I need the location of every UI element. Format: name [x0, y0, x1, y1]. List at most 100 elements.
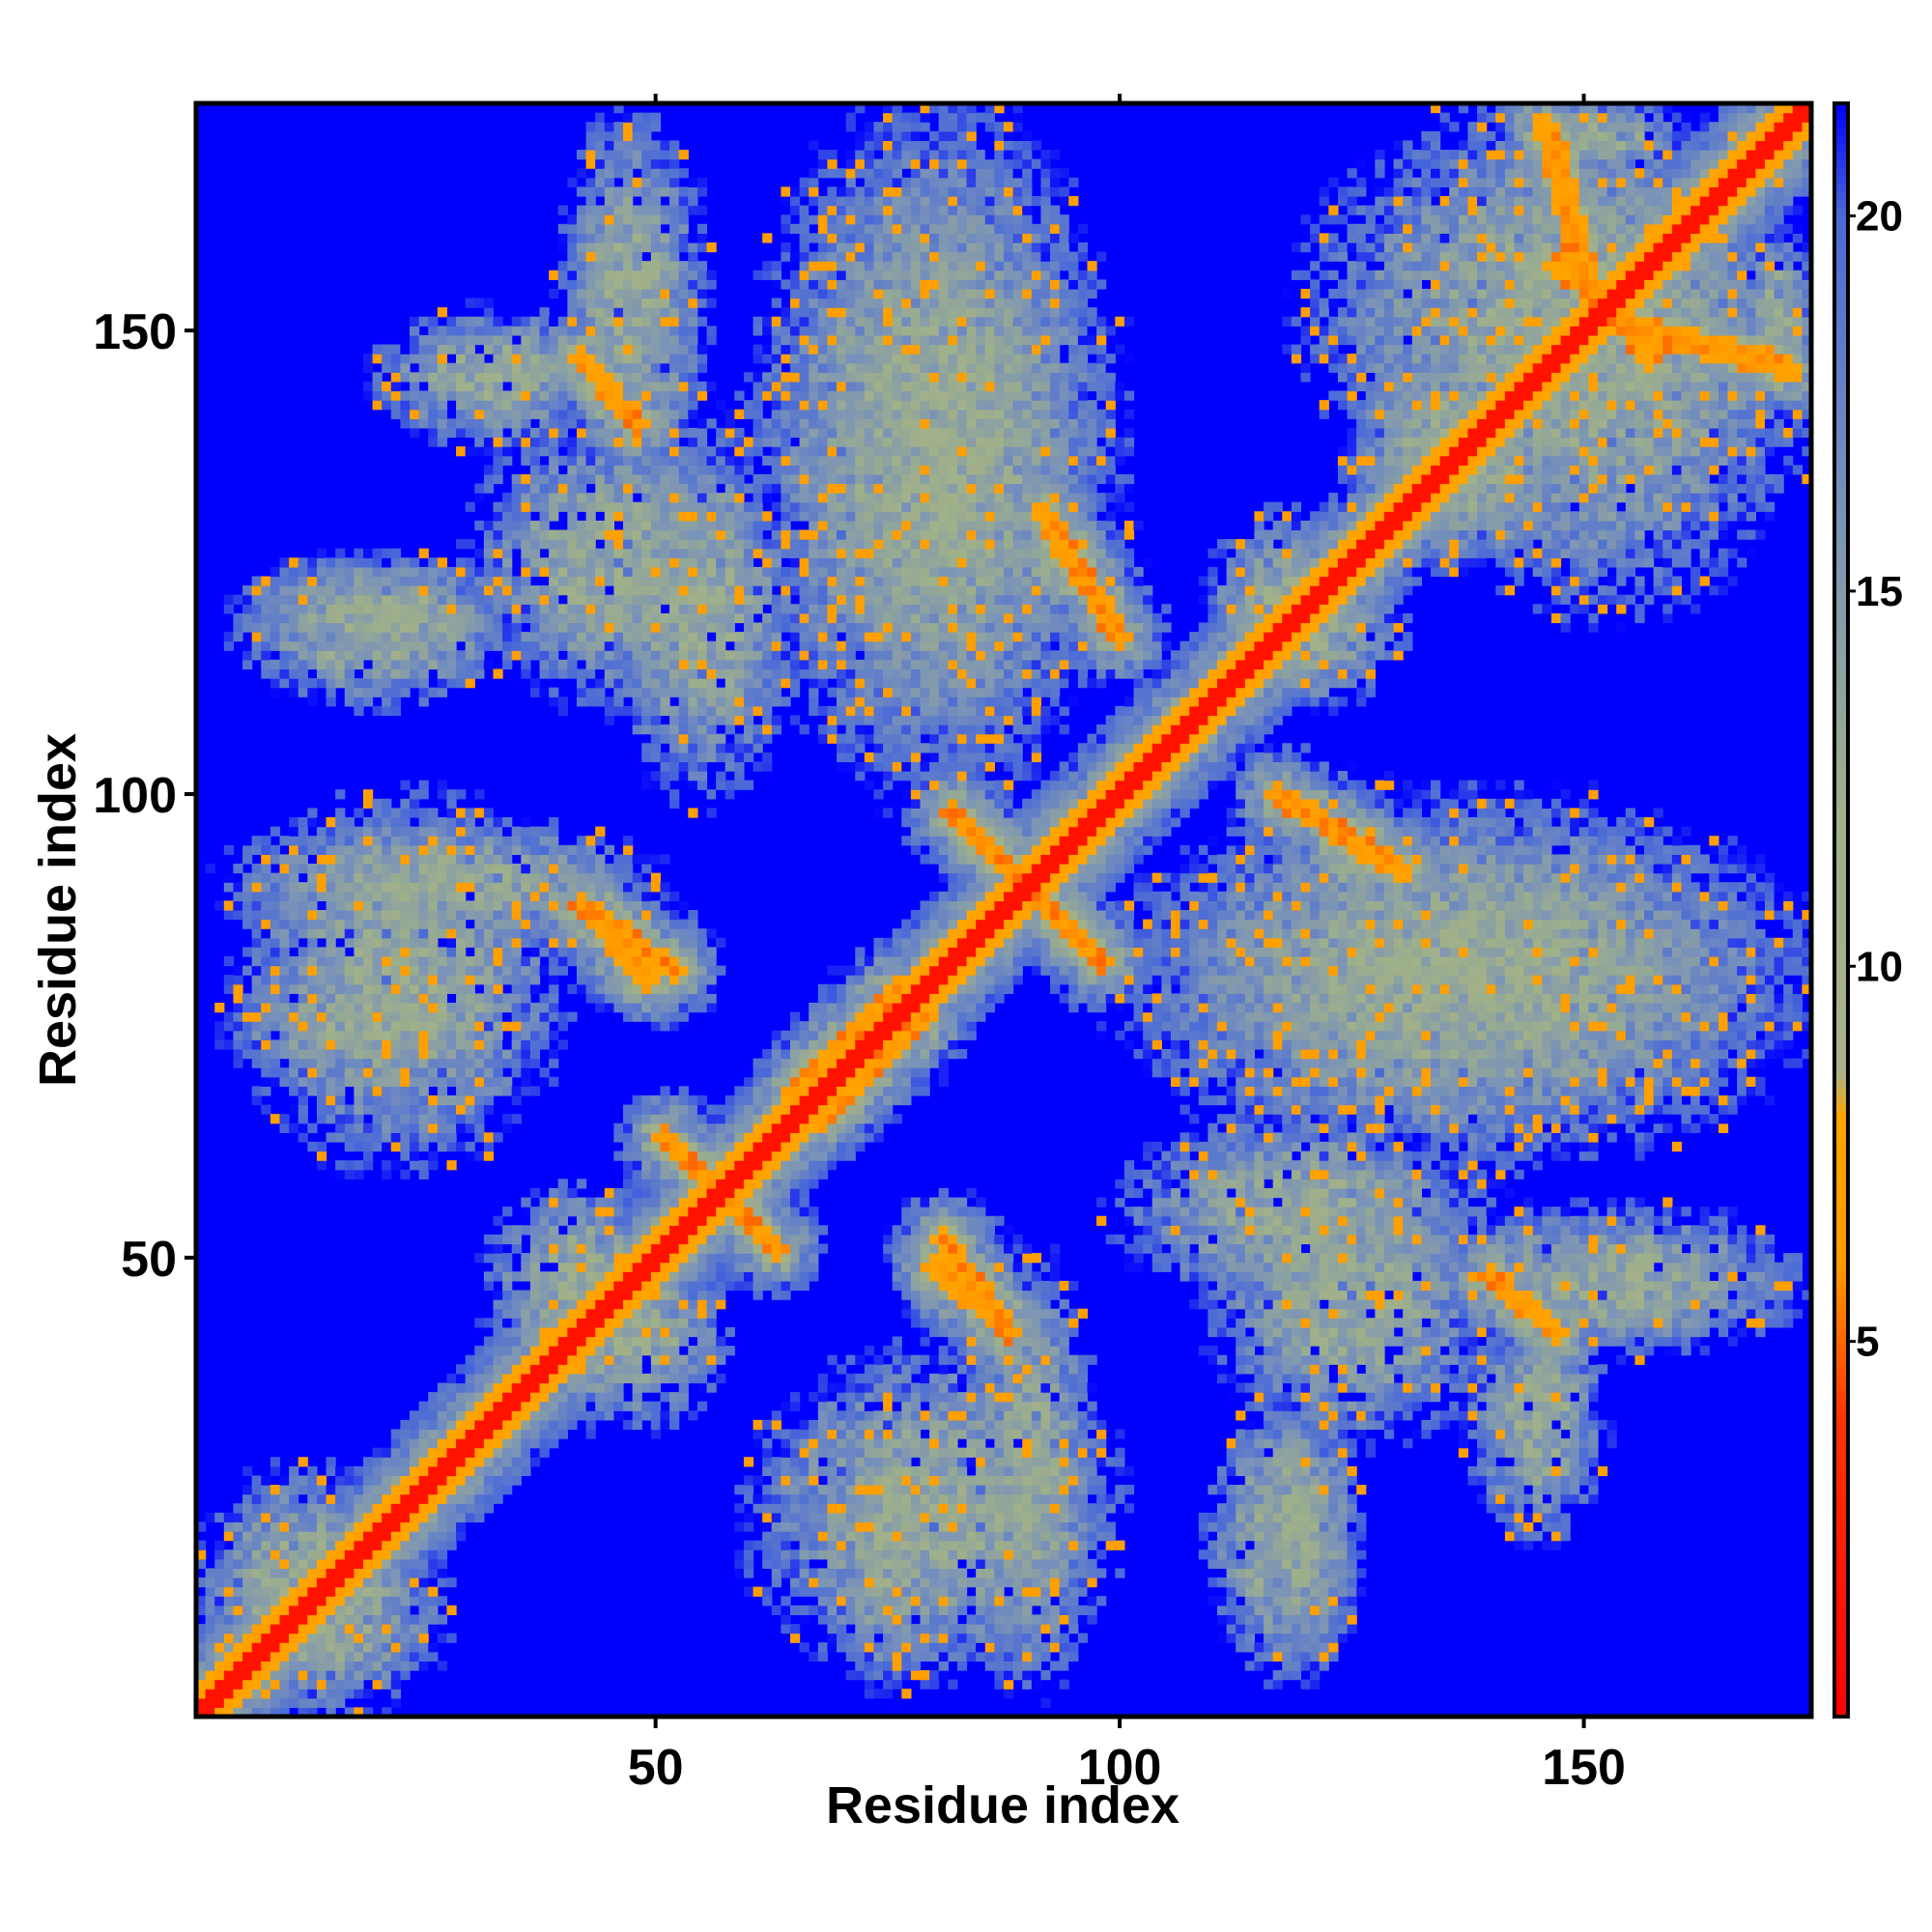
heatmap-cell	[678, 409, 689, 419]
heatmap-cell	[521, 1002, 531, 1013]
heatmap-cell	[372, 993, 383, 1004]
heatmap-cell	[326, 975, 336, 985]
heatmap-cell	[446, 808, 457, 818]
heatmap-cell	[335, 1651, 346, 1662]
heatmap-cell	[623, 372, 634, 383]
heatmap-cell	[279, 632, 290, 642]
heatmap-cell	[576, 168, 587, 179]
heatmap-cell	[585, 140, 596, 151]
heatmap-cell	[595, 1373, 606, 1384]
heatmap-cell	[382, 1642, 392, 1653]
heatmap-cell	[660, 585, 670, 596]
heatmap-cell	[529, 1207, 541, 1217]
heatmap-cell	[456, 1122, 467, 1133]
heatmap-cell	[696, 1243, 708, 1254]
heatmap-cell	[604, 1318, 615, 1328]
heatmap-cell	[214, 1642, 225, 1653]
heatmap-cell	[335, 650, 346, 661]
heatmap-cell	[307, 1141, 318, 1152]
heatmap-cell	[502, 1410, 513, 1421]
heatmap-cell	[660, 724, 670, 735]
heatmap-cell	[521, 659, 531, 670]
heatmap-cell	[650, 1215, 662, 1226]
heatmap-cell	[623, 381, 634, 392]
heatmap-cell	[446, 381, 457, 392]
heatmap-cell	[696, 585, 708, 596]
heatmap-cell	[716, 1141, 726, 1152]
heatmap-cell	[390, 1058, 401, 1068]
heatmap-cell	[688, 771, 698, 781]
heatmap-cell	[716, 1215, 726, 1226]
heatmap-cell	[344, 622, 355, 633]
heatmap-cell	[557, 1336, 568, 1347]
heatmap-cell	[623, 242, 634, 253]
heatmap-cell	[326, 1586, 336, 1597]
heatmap-cell	[502, 955, 513, 967]
heatmap-cell	[641, 910, 652, 921]
heatmap-cell	[623, 993, 634, 1004]
heatmap-cell	[706, 326, 717, 336]
heatmap-cell	[623, 983, 634, 994]
heatmap-cell	[307, 678, 318, 689]
heatmap-cell	[669, 668, 680, 679]
heatmap-cell	[576, 205, 587, 215]
heatmap-cell	[474, 928, 485, 939]
heatmap-cell	[678, 205, 689, 215]
heatmap-cell	[354, 1086, 364, 1096]
heatmap-cell	[696, 640, 708, 651]
heatmap-cell	[437, 678, 448, 689]
heatmap-cell	[437, 1568, 448, 1578]
heatmap-cell	[307, 1661, 318, 1671]
heatmap-cell	[557, 864, 568, 874]
heatmap-cell	[418, 1410, 429, 1421]
heatmap-cell	[669, 1225, 680, 1236]
heatmap-cell	[696, 548, 708, 558]
heatmap-cell	[493, 928, 503, 939]
heatmap-cell	[511, 1438, 522, 1449]
heatmap-cell	[678, 1364, 689, 1375]
heatmap-cell	[529, 1382, 541, 1393]
heatmap-cell	[650, 650, 662, 661]
heatmap-cell	[362, 975, 374, 985]
heatmap-cell	[493, 1067, 503, 1078]
heatmap-cell	[418, 1457, 429, 1467]
heatmap-cell	[400, 1076, 411, 1087]
heatmap-cell	[539, 650, 550, 661]
heatmap-cell	[502, 1346, 513, 1356]
heatmap-cell	[261, 900, 271, 911]
heatmap-cell	[734, 501, 745, 512]
heatmap-cell	[623, 362, 634, 373]
heatmap-cell	[418, 334, 429, 346]
heatmap-cell	[613, 1122, 624, 1133]
heatmap-cell	[335, 1540, 346, 1550]
heatmap-cell	[549, 650, 559, 661]
heatmap-cell	[307, 1707, 318, 1718]
heatmap-cell	[688, 205, 698, 215]
heatmap-cell	[734, 1114, 745, 1124]
heatmap-cell	[539, 594, 550, 605]
heatmap-cell	[270, 1661, 281, 1671]
heatmap-cell	[660, 501, 670, 512]
heatmap-cell	[669, 1318, 680, 1328]
heatmap-cell	[474, 836, 485, 846]
heatmap-cell	[688, 288, 698, 299]
heatmap-cell	[716, 743, 726, 753]
heatmap-cell	[307, 1670, 318, 1681]
heatmap-cell	[242, 1670, 253, 1681]
heatmap-cell	[623, 640, 634, 651]
heatmap-cell	[483, 864, 495, 874]
heatmap-cell	[650, 947, 662, 957]
heatmap-cell	[335, 1030, 346, 1040]
heatmap-cell	[410, 1577, 420, 1588]
heatmap-cell	[669, 585, 680, 596]
heatmap-cell	[632, 1318, 642, 1328]
heatmap-cell	[428, 882, 439, 893]
heatmap-cell	[521, 1058, 531, 1068]
heatmap-cell	[410, 1596, 420, 1606]
heatmap-cell	[223, 1039, 235, 1050]
heatmap-cell	[743, 1141, 754, 1152]
heatmap-cell	[576, 1382, 587, 1393]
heatmap-cell	[743, 1586, 754, 1597]
heatmap-cell	[549, 826, 559, 837]
heatmap-cell	[724, 696, 735, 707]
